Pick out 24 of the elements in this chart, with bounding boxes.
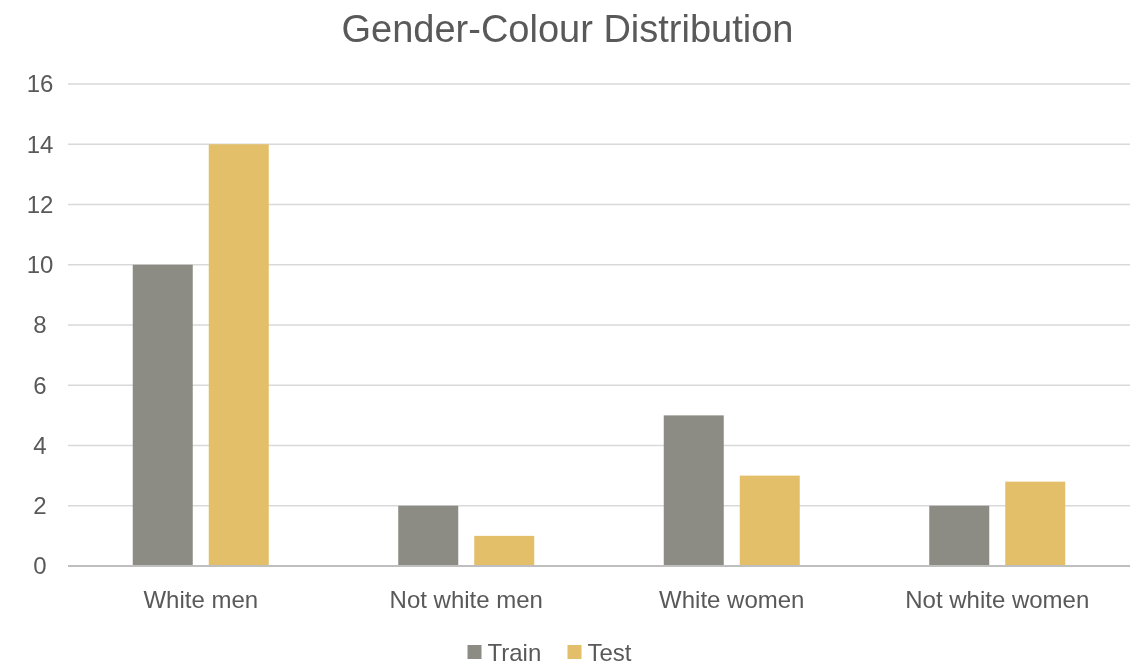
x-tick-label: White men (143, 586, 259, 613)
legend-label: Test (587, 639, 632, 667)
bar (1005, 481, 1066, 566)
x-tick-label: White women (659, 586, 805, 613)
y-tick-label: 12 (26, 190, 54, 218)
bar (929, 505, 990, 566)
chart-title: Gender-Colour Distribution (341, 8, 794, 50)
legend-label: Train (487, 639, 542, 667)
y-tick-label: 4 (33, 431, 47, 459)
bar (663, 415, 724, 566)
y-tick-label: 10 (26, 251, 54, 279)
y-tick-label: 6 (33, 371, 47, 399)
bar (208, 144, 269, 566)
y-tick-label: 14 (26, 130, 54, 158)
bar (474, 535, 535, 566)
bar (739, 475, 800, 566)
bar (132, 264, 193, 566)
x-tick-label: Not white women (905, 586, 1090, 613)
y-tick-label: 2 (33, 492, 47, 520)
y-tick-label: 8 (33, 311, 47, 339)
x-tick-label: Not white men (389, 586, 543, 613)
y-tick-label: 0 (33, 552, 47, 580)
y-tick-label: 16 (26, 70, 54, 98)
bar (398, 505, 459, 566)
